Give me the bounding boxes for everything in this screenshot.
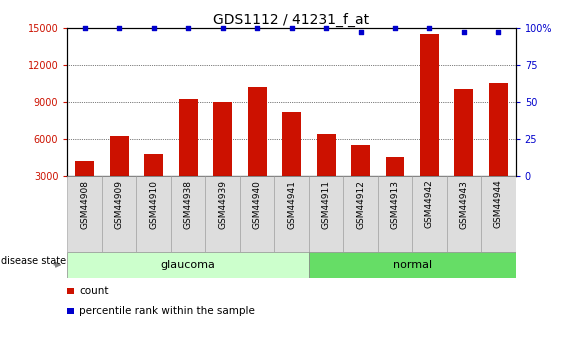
Point — [253, 25, 262, 30]
Text: GSM44913: GSM44913 — [390, 180, 400, 229]
Text: GSM44938: GSM44938 — [183, 180, 193, 229]
Point — [218, 25, 227, 30]
Title: GDS1112 / 41231_f_at: GDS1112 / 41231_f_at — [213, 12, 370, 27]
Text: count: count — [80, 286, 109, 296]
Text: GSM44911: GSM44911 — [322, 180, 331, 229]
Point — [459, 29, 469, 35]
Bar — [137, 176, 171, 252]
Bar — [481, 176, 516, 252]
Bar — [179, 99, 197, 176]
Text: GSM44908: GSM44908 — [80, 180, 89, 229]
Point — [321, 25, 331, 30]
Bar — [67, 252, 309, 278]
Bar — [378, 176, 412, 252]
Bar — [282, 112, 301, 176]
Bar — [343, 176, 378, 252]
Bar — [420, 34, 439, 176]
Text: GSM44943: GSM44943 — [459, 180, 468, 229]
Point — [149, 25, 158, 30]
Text: percentile rank within the sample: percentile rank within the sample — [80, 306, 255, 316]
Bar — [309, 176, 343, 252]
Bar — [102, 176, 137, 252]
Bar — [171, 176, 205, 252]
Text: disease state: disease state — [1, 256, 66, 266]
Text: GSM44942: GSM44942 — [425, 180, 434, 228]
Bar — [316, 134, 336, 176]
Point — [390, 25, 400, 30]
Bar — [110, 136, 128, 176]
Text: GSM44910: GSM44910 — [149, 180, 158, 229]
Bar — [274, 176, 309, 252]
Point — [425, 25, 434, 30]
Bar — [489, 83, 508, 176]
Text: GSM44912: GSM44912 — [356, 180, 365, 229]
Bar — [455, 89, 473, 176]
Bar — [309, 252, 516, 278]
Point — [114, 25, 124, 30]
Bar — [386, 157, 404, 176]
Text: GSM44941: GSM44941 — [287, 180, 296, 229]
Point — [494, 29, 503, 35]
Bar — [75, 161, 94, 176]
Bar — [240, 176, 274, 252]
Text: glaucoma: glaucoma — [161, 260, 216, 270]
Point — [287, 25, 296, 30]
Bar — [412, 176, 447, 252]
Text: GSM44944: GSM44944 — [494, 180, 503, 228]
Point — [183, 25, 193, 30]
Bar — [351, 145, 370, 176]
Bar — [247, 87, 267, 176]
Bar — [205, 176, 240, 252]
Text: GSM44939: GSM44939 — [218, 180, 227, 229]
Bar — [213, 102, 232, 176]
Text: GSM44940: GSM44940 — [253, 180, 261, 229]
Bar — [144, 154, 163, 176]
Point — [80, 25, 89, 30]
Bar — [67, 176, 102, 252]
Text: normal: normal — [393, 260, 432, 270]
Text: GSM44909: GSM44909 — [115, 180, 124, 229]
Point — [356, 29, 365, 35]
Bar — [447, 176, 481, 252]
